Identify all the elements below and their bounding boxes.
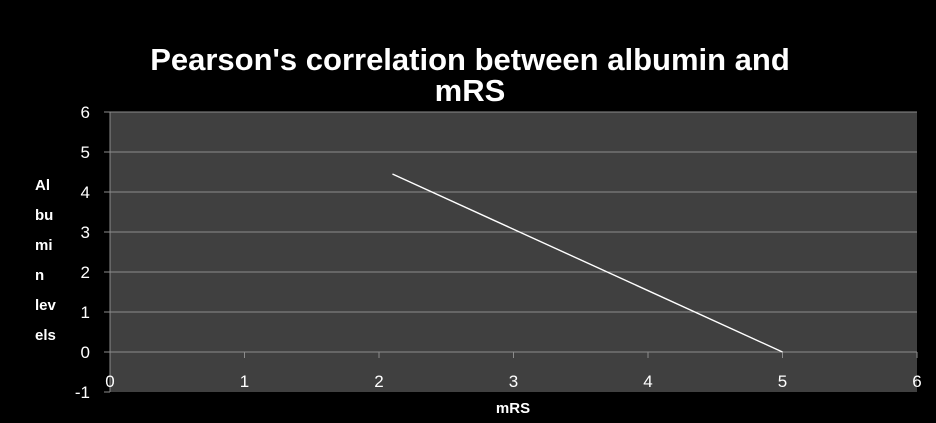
tick-labels: 6 5 4 3 2 1 0 -1 0 1 2 3 4 5 6 bbox=[75, 103, 922, 402]
x-tick-label: 3 bbox=[509, 372, 518, 391]
y-tick-label: -1 bbox=[75, 383, 90, 402]
y-axis-title-line-3: mi bbox=[35, 237, 53, 254]
y-tick-label: 5 bbox=[81, 143, 90, 162]
chart-title-line-1: Pearson's correlation between albumin an… bbox=[150, 42, 790, 77]
y-tick-label: 4 bbox=[81, 183, 90, 202]
y-tick-label: 1 bbox=[81, 303, 90, 322]
series-line-1 bbox=[392, 173, 783, 353]
y-axis-title-line-4: n bbox=[35, 267, 44, 284]
x-axis-title: mRS bbox=[496, 400, 530, 417]
y-tick-label: 6 bbox=[81, 103, 90, 122]
y-tick-label: 0 bbox=[81, 343, 90, 362]
x-tick-label: 6 bbox=[912, 372, 921, 391]
x-tick-label: 2 bbox=[374, 372, 383, 391]
y-tick-label: 2 bbox=[81, 263, 90, 282]
x-tick-label: 0 bbox=[105, 372, 114, 391]
x-tick-label: 1 bbox=[240, 372, 249, 391]
y-axis-title-line-2: bu bbox=[35, 207, 53, 224]
y-axis-title-line-1: Al bbox=[35, 177, 50, 194]
y-axis-title: Al bu mi n lev els bbox=[35, 177, 57, 344]
gridlines bbox=[110, 111, 917, 313]
y-axis-title-line-6: els bbox=[35, 327, 56, 344]
plot-area bbox=[110, 112, 917, 392]
y-tick-label: 3 bbox=[81, 223, 90, 242]
x-tick-label: 4 bbox=[643, 372, 652, 391]
y-axis-title-line-5: lev bbox=[35, 297, 57, 314]
chart-title-line-2: mRS bbox=[435, 73, 506, 108]
series-lines bbox=[392, 173, 783, 353]
x-tick-label: 5 bbox=[778, 372, 787, 391]
